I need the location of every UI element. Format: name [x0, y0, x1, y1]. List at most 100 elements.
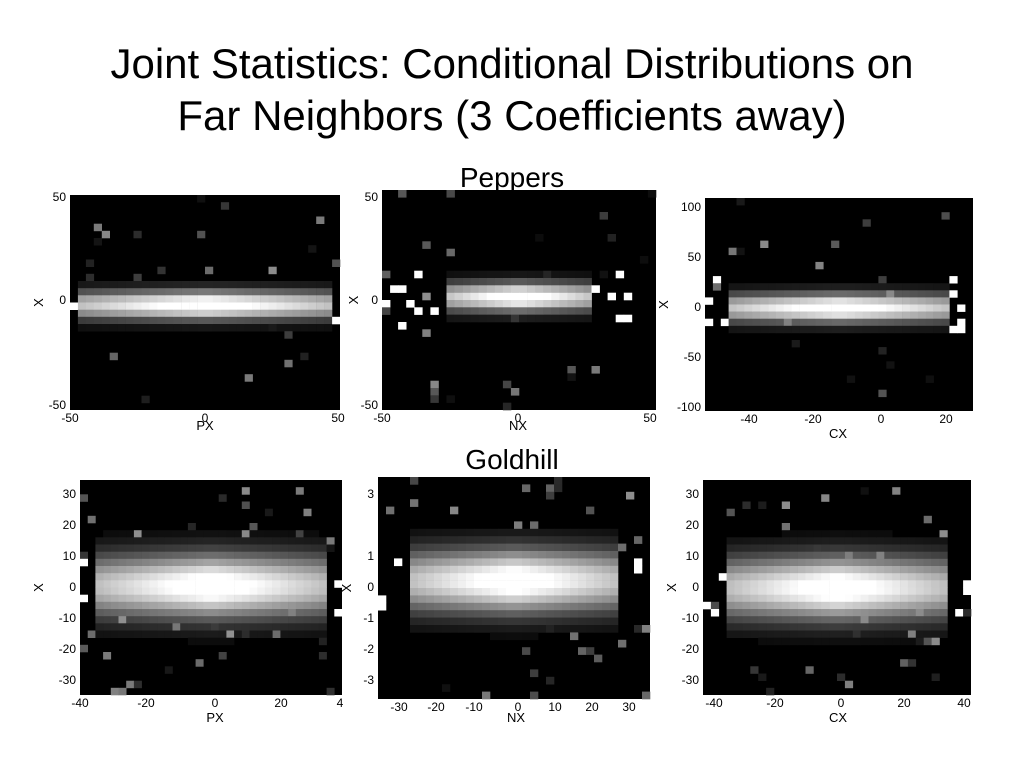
heatmap-cell — [276, 316, 285, 325]
heatmap-cell — [522, 551, 531, 559]
heatmap-cell — [195, 530, 204, 538]
heatmap-cell — [736, 318, 745, 327]
heatmap-cell — [941, 311, 950, 319]
y-tick-label: 0 — [367, 580, 374, 594]
y-tick-label: 20 — [686, 518, 700, 532]
heatmap-cell — [554, 551, 563, 559]
heatmap-cell — [244, 302, 253, 310]
heatmap-cell — [726, 537, 735, 545]
heatmap-cell — [602, 551, 611, 559]
heatmap-cell — [799, 283, 808, 291]
heatmap-cell — [218, 580, 227, 588]
heatmap-cell — [530, 580, 539, 589]
heatmap-cell — [728, 325, 737, 334]
heatmap-cell — [610, 536, 619, 544]
heatmap-cell — [109, 295, 118, 303]
heatmap-cell — [506, 543, 515, 552]
heatmap-cell — [925, 318, 934, 327]
heatmap-cell — [220, 202, 230, 210]
heatmap-cell — [789, 609, 798, 617]
heatmap-cell — [949, 325, 958, 334]
heatmap-cell — [510, 300, 520, 308]
heatmap-cell — [226, 623, 235, 631]
heatmap-cell — [318, 637, 327, 646]
heatmap-cell — [907, 573, 917, 581]
heatmap-cell — [860, 580, 869, 588]
heatmap-cell — [249, 594, 258, 603]
heatmap-cell — [272, 537, 281, 545]
heatmap-cell — [892, 558, 901, 567]
heatmap-cell — [103, 551, 112, 560]
heatmap-cell — [831, 304, 840, 312]
heatmap-cell — [823, 325, 832, 334]
heatmap-cell — [773, 637, 783, 646]
heatmap-cell — [781, 637, 790, 646]
heatmap-cell — [876, 587, 885, 595]
heatmap-cell — [884, 623, 893, 631]
heatmap-cell — [886, 304, 895, 312]
heatmap-cell — [257, 580, 266, 588]
heatmap-cell — [610, 580, 619, 589]
heatmap-cell — [249, 558, 258, 567]
heatmap-cell — [744, 311, 753, 319]
heatmap-cell — [805, 573, 814, 581]
heatmap-cell — [551, 270, 560, 279]
heatmap-cell — [781, 544, 790, 552]
heatmap-cell — [583, 314, 592, 323]
heatmap-cell — [157, 601, 166, 610]
heatmap-cell — [478, 300, 488, 308]
y-tick-label: 50 — [365, 190, 379, 204]
y-tick-label: 30 — [63, 487, 77, 501]
heatmap-cell — [276, 309, 285, 318]
heatmap-cell — [276, 302, 285, 310]
heatmap-cell — [925, 283, 934, 291]
heatmap-cell — [458, 602, 467, 611]
heatmap-cell — [862, 325, 871, 334]
heatmap-cell — [799, 297, 808, 305]
heatmap-cell — [868, 558, 877, 567]
heatmap-cell — [562, 543, 571, 552]
heatmap-cell — [831, 311, 840, 319]
heatmap-cell — [149, 530, 158, 538]
heatmap-cell — [623, 292, 633, 301]
heatmap-cell — [141, 544, 150, 552]
heatmap-cell — [203, 551, 212, 560]
heatmap-cell — [234, 601, 243, 610]
heatmap-cell — [915, 537, 924, 545]
heatmap-cell — [172, 573, 181, 581]
heatmap-cell — [797, 573, 806, 581]
heatmap-cell — [852, 580, 861, 588]
heatmap-cell — [797, 558, 806, 567]
heatmap-cell — [133, 594, 142, 603]
heatmap-cell — [813, 623, 822, 631]
heatmap-cell — [599, 212, 608, 220]
heatmap-cell — [268, 302, 277, 310]
heatmap-cell — [241, 616, 250, 624]
heatmap-cell — [494, 292, 504, 301]
heatmap-cell — [410, 602, 419, 611]
heatmap-cell — [180, 544, 189, 552]
heatmap-cell — [933, 283, 942, 291]
heatmap-cell — [807, 304, 816, 312]
heatmap-cell — [797, 537, 806, 545]
heatmap-cell — [450, 565, 459, 574]
heatmap-cell — [141, 309, 150, 318]
heatmap-cell — [241, 587, 250, 595]
heatmap-cell — [594, 595, 603, 604]
x-tick-label: 0 — [515, 700, 522, 714]
heatmap-cell — [398, 322, 407, 330]
heatmap-cell — [195, 580, 204, 588]
heatmap-cell — [474, 573, 483, 581]
heatmap-cell — [931, 601, 940, 610]
heatmap-cell — [490, 610, 499, 618]
heatmap-cell — [195, 623, 204, 631]
heatmap-cell — [562, 580, 571, 589]
heatmap-cell — [446, 395, 455, 403]
heatmap-cell — [93, 295, 102, 303]
heatmap-cell — [766, 558, 775, 567]
heatmap-cell — [939, 616, 948, 624]
heatmap-cell — [578, 647, 587, 655]
heatmap-cell — [442, 580, 451, 589]
heatmap-cell — [257, 594, 266, 603]
